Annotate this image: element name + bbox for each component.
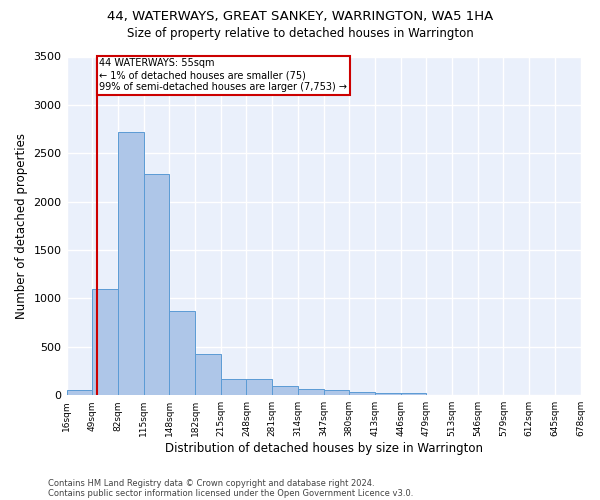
Bar bbox=[247, 379, 272, 395]
Text: Contains public sector information licensed under the Open Government Licence v3: Contains public sector information licen… bbox=[48, 488, 413, 498]
Text: Size of property relative to detached houses in Warrington: Size of property relative to detached ho… bbox=[127, 28, 473, 40]
Text: 44, WATERWAYS, GREAT SANKEY, WARRINGTON, WA5 1HA: 44, WATERWAYS, GREAT SANKEY, WARRINGTON,… bbox=[107, 10, 493, 23]
Bar bbox=[298, 390, 323, 395]
Bar bbox=[221, 379, 247, 395]
Bar bbox=[401, 394, 427, 395]
Text: 44 WATERWAYS: 55sqm
← 1% of detached houses are smaller (75)
99% of semi-detache: 44 WATERWAYS: 55sqm ← 1% of detached hou… bbox=[100, 58, 347, 92]
Bar bbox=[169, 311, 195, 395]
Y-axis label: Number of detached properties: Number of detached properties bbox=[15, 133, 28, 319]
Bar bbox=[118, 132, 143, 395]
Bar bbox=[143, 174, 169, 395]
Text: Contains HM Land Registry data © Crown copyright and database right 2024.: Contains HM Land Registry data © Crown c… bbox=[48, 478, 374, 488]
Bar bbox=[195, 354, 221, 395]
Bar bbox=[67, 390, 92, 395]
X-axis label: Distribution of detached houses by size in Warrington: Distribution of detached houses by size … bbox=[164, 442, 482, 455]
Bar bbox=[272, 386, 298, 395]
Bar bbox=[375, 394, 401, 395]
Bar bbox=[349, 392, 375, 395]
Bar bbox=[92, 289, 118, 395]
Bar bbox=[323, 390, 349, 395]
